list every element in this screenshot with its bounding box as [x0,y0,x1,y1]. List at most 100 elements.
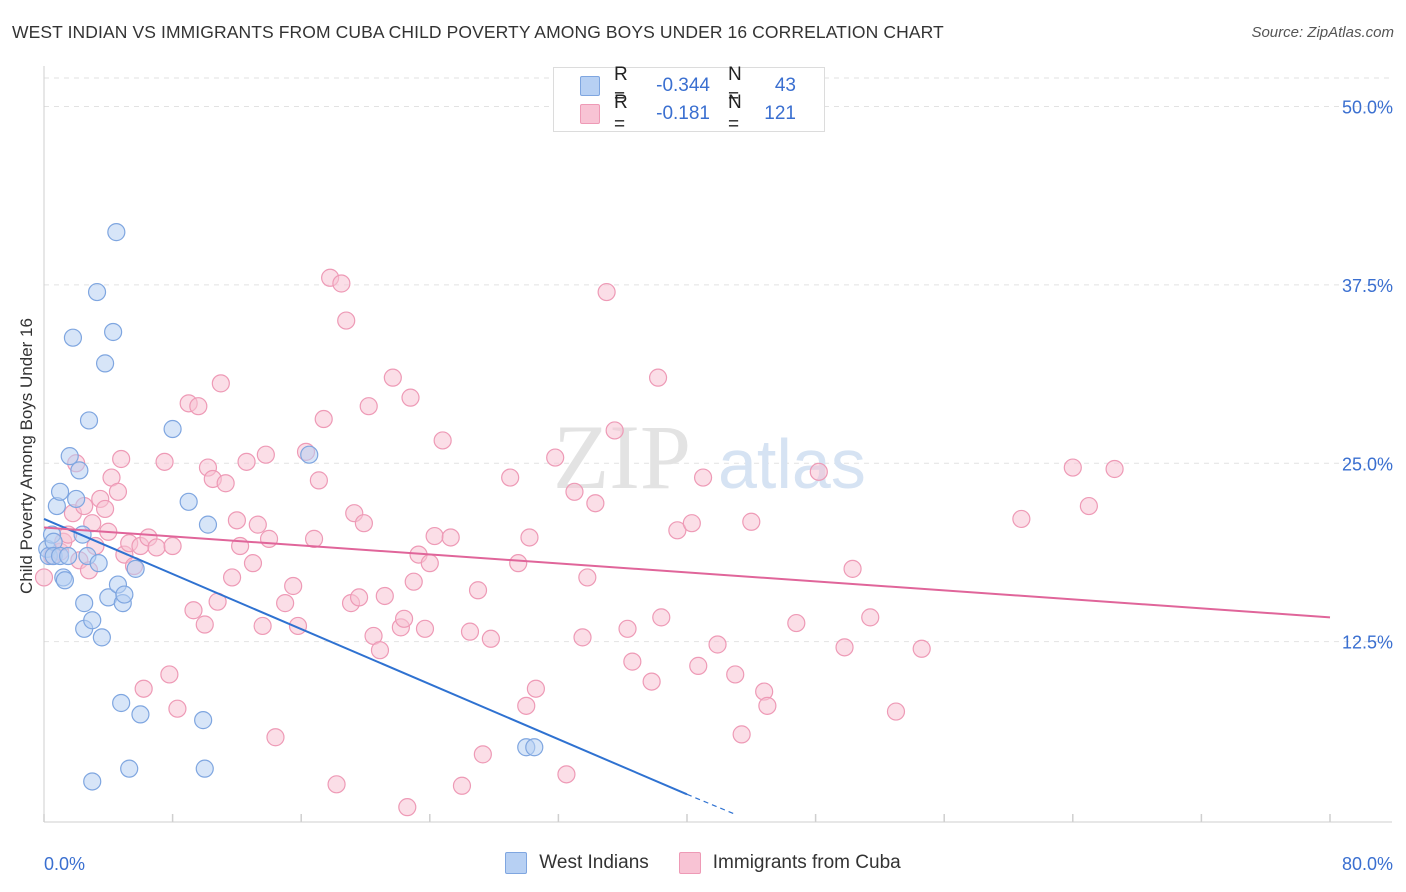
data-point-cuba [732,725,751,744]
data-point-west-indians [87,282,107,302]
series-immigrants-from-cuba [34,268,1124,817]
data-point-cuba [597,282,616,302]
data-point-west-indians [92,628,111,647]
data-point-cuba [758,696,777,715]
data-point-west-indians [67,489,86,509]
trend-line-west-indians-extension [686,793,736,815]
data-point-cuba [163,536,182,556]
data-point-cuba [420,554,439,573]
trend-lines [43,518,1331,815]
data-point-cuba [1063,458,1082,477]
tick-labels: 12.5% 25.0% 37.5% 50.0% 0.0% 80.0% [44,98,1393,874]
data-point-cuba [248,515,267,534]
legend-swatch-west-indians [580,76,600,96]
data-point-cuba [349,588,369,607]
data-point-cuba [520,528,539,547]
data-point-cuba [473,745,492,764]
data-point-cuba [401,388,420,407]
data-point-cuba [243,554,263,573]
y-tick-label: 37.5% [1342,276,1393,296]
data-point-cuba [565,482,584,501]
data-point-cuba [557,765,576,784]
data-point-cuba [211,374,230,393]
data-point-cuba [375,586,394,606]
legend-row-west-indians: R = -0.344 N = 43 [554,64,796,107]
data-point-cuba [441,528,460,547]
data-point-cuba [452,776,472,795]
data-point-cuba [134,679,153,698]
data-point-cuba [222,568,242,587]
data-point-west-indians [179,492,198,511]
data-point-cuba [256,445,275,464]
chart-title: WEST INDIAN VS IMMIGRANTS FROM CUBA CHIL… [12,22,944,42]
axes-layer [43,66,1392,823]
legend-label-cuba: Immigrants from Cuba [712,852,901,873]
data-point-cuba [809,462,828,481]
data-point-west-indians [59,546,78,566]
data-point-cuba [433,431,452,450]
legend-r-value: -0.181 [656,103,710,124]
data-point-west-indians [198,515,218,534]
data-point-west-indians [112,693,131,713]
data-point-cuba [526,679,545,698]
data-point-west-indians [79,411,99,430]
data-point-cuba [370,641,390,660]
legend-item-cuba[interactable]: Immigrants from Cuba [678,852,901,874]
legend-swatch-cuba [580,104,600,124]
data-point-west-indians [104,322,123,342]
data-point-cuba [886,702,906,721]
x-tick-label: 80.0% [1342,854,1393,874]
legend-r-value: -0.344 [656,75,710,96]
data-point-cuba [34,568,54,587]
data-point-cuba [147,538,166,557]
data-point-cuba [415,619,435,638]
data-point-west-indians [60,447,79,466]
source-label: Source: ZipAtlas.com [1251,24,1394,41]
data-point-cuba [394,609,414,628]
legend-item-west-indians[interactable]: West Indians [505,852,649,874]
data-point-cuba [693,468,713,487]
data-point-cuba [237,452,256,471]
data-point-cuba [689,656,708,675]
data-point-cuba [168,699,187,718]
trend-line-west-indians [43,518,688,796]
legend-n-label: N = [728,92,742,135]
y-tick-label: 12.5% [1342,633,1393,653]
data-point-cuba [468,581,488,600]
data-point-cuba [253,616,272,636]
data-point-west-indians [525,738,544,757]
data-point-cuba [309,471,328,490]
legend-n-label: N = [728,64,742,107]
data-point-cuba [605,421,624,440]
legend-r-label: R = [614,92,628,135]
data-point-cuba [835,638,854,657]
data-point-cuba [404,572,423,591]
data-point-cuba [155,452,174,471]
data-point-cuba [573,628,592,647]
data-point-cuba [1012,509,1031,529]
data-point-cuba [425,526,444,546]
data-point-cuba [726,665,745,684]
data-point-west-indians [89,554,108,573]
data-point-cuba [509,554,528,573]
data-point-cuba [1105,459,1124,479]
data-point-west-indians [131,705,150,724]
data-point-west-indians [63,328,83,347]
data-point-west-indians [107,223,126,242]
data-point-cuba [359,397,378,416]
legend-row-cuba: R = -0.181 N = 121 [554,92,796,135]
y-tick-label: 25.0% [1342,454,1393,474]
data-point-west-indians [163,419,182,439]
trend-line-cuba [43,526,1331,619]
data-point-cuba [304,529,324,548]
legend-n-value: 43 [774,75,796,96]
data-point-cuba [108,482,128,501]
data-point-cuba [337,311,356,330]
data-point-cuba [843,559,862,578]
data-point-west-indians [120,759,139,778]
data-point-cuba [284,576,303,596]
data-point-cuba [276,594,295,613]
data-point-cuba [586,494,605,513]
data-point-west-indians [50,482,70,501]
